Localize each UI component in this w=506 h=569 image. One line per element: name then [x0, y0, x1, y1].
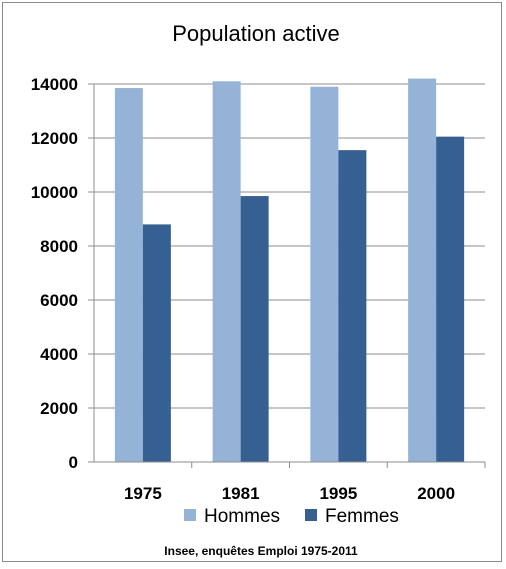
bar-hommes-1995 — [310, 86, 339, 462]
bar-hommes-1975 — [114, 88, 143, 463]
source-note: Insee, enquêtes Emploi 1975-2011 — [164, 544, 358, 558]
y-tick-label: 4000 — [40, 345, 78, 364]
bar-chart: Population active 0 2000 4000 6000 8000 10000… — [31, 21, 486, 558]
legend: Hommes Femmes — [184, 506, 399, 527]
legend-label-hommes: Hommes — [204, 506, 280, 527]
y-tick-label: 6000 — [40, 291, 78, 310]
bar-femmes-1995 — [338, 150, 367, 462]
legend-swatch-hommes — [184, 509, 196, 521]
x-tick-label: 2000 — [417, 484, 455, 503]
bar-hommes-2000 — [408, 78, 437, 462]
y-tick-label: 14000 — [31, 75, 78, 94]
bar-femmes-2000 — [436, 136, 465, 462]
bar-hommes-1981 — [212, 81, 241, 463]
y-tick-label: 2000 — [40, 399, 78, 418]
x-tick-label: 1975 — [124, 484, 162, 503]
x-axis-ticks: 1975 1981 1995 2000 — [94, 461, 486, 503]
legend-label-femmes: Femmes — [325, 506, 399, 527]
y-tick-label: 10000 — [31, 183, 78, 202]
y-axis-ticks: 0 2000 4000 6000 8000 10000 12000 14000 — [31, 75, 94, 472]
y-tick-label: 0 — [69, 453, 78, 472]
x-tick-label: 1981 — [222, 484, 260, 503]
chart-title: Population active — [172, 21, 340, 46]
bar-femmes-1981 — [240, 196, 269, 463]
chart-frame: Population active 0 2000 4000 6000 8000 10000… — [2, 2, 502, 562]
bars — [114, 78, 465, 463]
legend-swatch-femmes — [305, 509, 317, 521]
bar-femmes-1975 — [142, 224, 171, 462]
x-tick-label: 1995 — [319, 484, 357, 503]
y-tick-label: 8000 — [40, 237, 78, 256]
y-tick-label: 12000 — [31, 129, 78, 148]
